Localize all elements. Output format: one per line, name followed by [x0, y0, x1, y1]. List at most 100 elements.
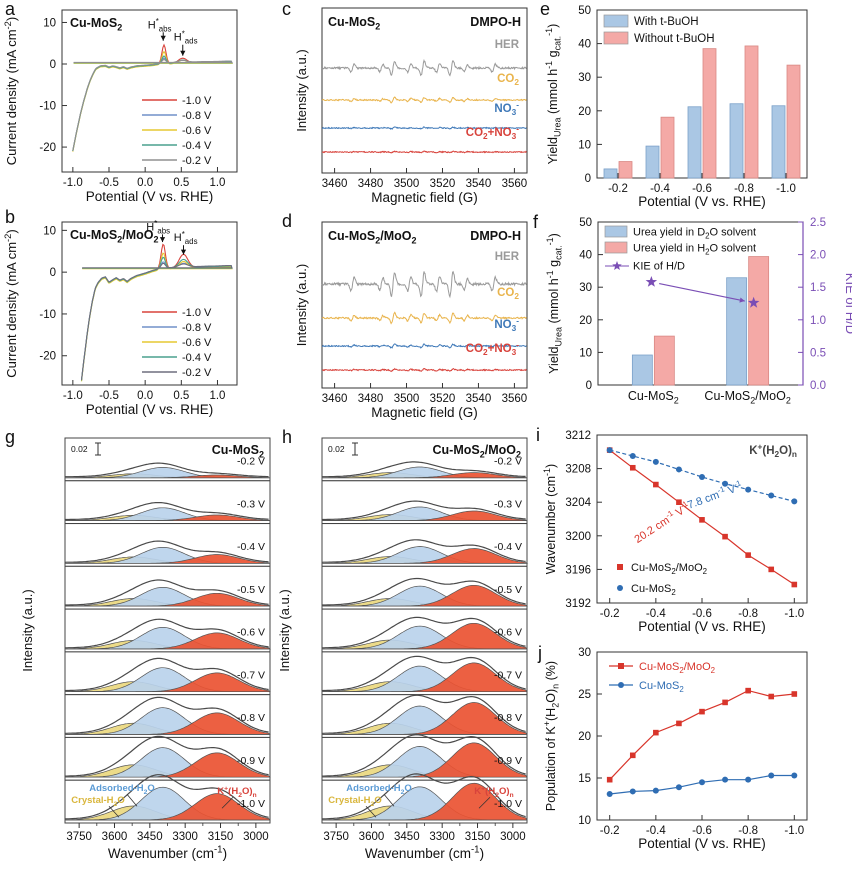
legend-label: -1.0 V [182, 307, 212, 319]
envelope [65, 462, 269, 478]
legend-label: -0.6 V [182, 337, 212, 349]
x-tick-label: -0.2 [608, 183, 628, 195]
row-voltage-label: -0.9 V [237, 755, 265, 767]
peak-red [322, 742, 528, 778]
y-tick-label: 40 [579, 250, 592, 262]
bar-Urea yield in D_{2}O solvent [631, 354, 653, 386]
x-axis-label: Potential (V vs. RHE) [638, 836, 766, 851]
row-voltage-label: -0.4 V [237, 541, 265, 553]
x-tick-label: 3600 [102, 831, 128, 843]
data-point [745, 687, 751, 694]
plot-frame [321, 7, 528, 174]
leader-line [108, 805, 120, 818]
legend-label: Urea yield in D2O solvent [633, 227, 756, 241]
panel-tag: DMPO-H [470, 15, 521, 29]
legend-marker [617, 564, 623, 570]
legend-label: -0.4 V [182, 140, 212, 152]
bar-With t-BuOH--0.2 [603, 168, 618, 179]
legend: Urea yield in D2O solvent Urea yield in H… [604, 225, 756, 273]
annotation-kplus: K+(H2O)n [217, 785, 256, 798]
plot-frame [321, 221, 528, 389]
legend-marker [618, 663, 624, 669]
panel-d: 3460 3480 3500 3520 3540 3560 HER CO2 NO3- CO2+NO… [294, 221, 528, 420]
data-point [722, 776, 729, 783]
peak-red [322, 584, 528, 607]
legend-label: -1.0 V [182, 95, 212, 107]
x-tick-label: 3450 [137, 831, 163, 843]
panel-letter-c: c [282, 0, 291, 19]
series-label: CO2+NO3- [466, 339, 519, 357]
x-axis-label: Wavenumber (cm-1) [365, 845, 484, 861]
row-voltage-label: -0.3 V [237, 498, 265, 510]
y-tick-label: 50 [579, 217, 592, 229]
x-tick-label: 3150 [208, 831, 234, 843]
bar-With t-BuOH--0.8 [729, 103, 744, 179]
envelope [322, 734, 526, 777]
leader-line [365, 805, 377, 818]
legend-label: KIE of H/D [633, 261, 685, 273]
x-tick-label: 3520 [430, 393, 456, 405]
bar-With t-BuOH--0.6 [687, 106, 702, 179]
data-point [768, 492, 775, 499]
envelope [321, 539, 526, 563]
y2-tick-label: 1.0 [810, 315, 826, 327]
plot-frame [61, 9, 238, 173]
envelope [322, 500, 526, 521]
x-tick-label: -0.4 [646, 825, 666, 837]
y-tick-label: 3208 [565, 464, 591, 476]
panel-c: 3460 3480 3500 3520 3540 3560 HER CO2 NO3- CO2+NO… [294, 7, 528, 205]
series-label: HER [495, 39, 520, 51]
envelope [65, 696, 269, 734]
panel-letter-f: f [533, 212, 539, 232]
panel-tag: DMPO-H [470, 229, 521, 243]
envelope [64, 540, 269, 563]
x-tick-label: 3300 [429, 831, 455, 843]
data-point [791, 581, 798, 588]
data-point [676, 499, 682, 505]
bar-Urea yield in H_{2}O solvent [653, 335, 675, 386]
x-tick-label: 3560 [502, 393, 528, 405]
envelope [321, 655, 526, 692]
x-tick-label: -1.0 [776, 183, 796, 195]
series-label: CO2 [497, 73, 519, 87]
row-voltage-label: -1.0 V [494, 798, 522, 810]
series-label: CO2+NO3- [466, 123, 519, 141]
y-axis-label: Current density (mA cm-2) [2, 229, 19, 378]
data-point [653, 481, 659, 488]
peak-red [65, 514, 271, 521]
peak-red [65, 632, 272, 650]
panel-letter-e: e [540, 0, 551, 19]
row-voltage-label: -0.7 V [494, 669, 522, 681]
leader-line [221, 796, 234, 809]
legend-label: Urea yield in H2O solvent [633, 243, 756, 257]
x-tick-label: 3460 [322, 178, 348, 190]
y-axis-label: Intensity (a.u.) [294, 264, 309, 346]
panel-a: -1.0 -0.5 0.0 0.5 1.0 10 0 -10 -20 Cu-MoS2 H*absH*… [2, 9, 238, 204]
envelope [65, 502, 269, 521]
peak-red [322, 548, 529, 564]
slope-annotation: 20.2 cm-1 V-1 [631, 499, 692, 546]
envelope [321, 773, 526, 820]
slope-annotation: 7.8 cm-1 V-1 [685, 478, 744, 511]
x-tick-label: 0.5 [173, 390, 189, 402]
x-tick-label: -0.4 [646, 608, 666, 620]
envelope [65, 579, 269, 606]
data-point [768, 772, 775, 779]
legend-swatch [604, 241, 628, 254]
y-axis-label: Population of K+(H2O)n (%) [542, 661, 560, 811]
y-axis-label: Current density (mA cm-2) [2, 17, 19, 166]
x-tick-label: -0.6 [692, 825, 712, 837]
y-tick-label: 3212 [565, 430, 591, 442]
y-tick-label: 0 [50, 267, 56, 279]
y2-tick-label: 0.5 [810, 347, 826, 359]
data-point [745, 776, 752, 783]
data-point [675, 466, 682, 473]
category-label: Cu-MoS2 [628, 389, 679, 405]
bar-Without t-BuOH--0.6 [702, 48, 717, 179]
legend-label: With t-BuOH [634, 16, 699, 28]
y2-tick-label: 2.0 [810, 250, 826, 262]
y-axis-label: YieldUrea (mmol h-1 gcat.-1) [545, 233, 563, 374]
x-axis-label: Potential (V vs. RHE) [638, 619, 766, 634]
peak-red [322, 662, 528, 693]
